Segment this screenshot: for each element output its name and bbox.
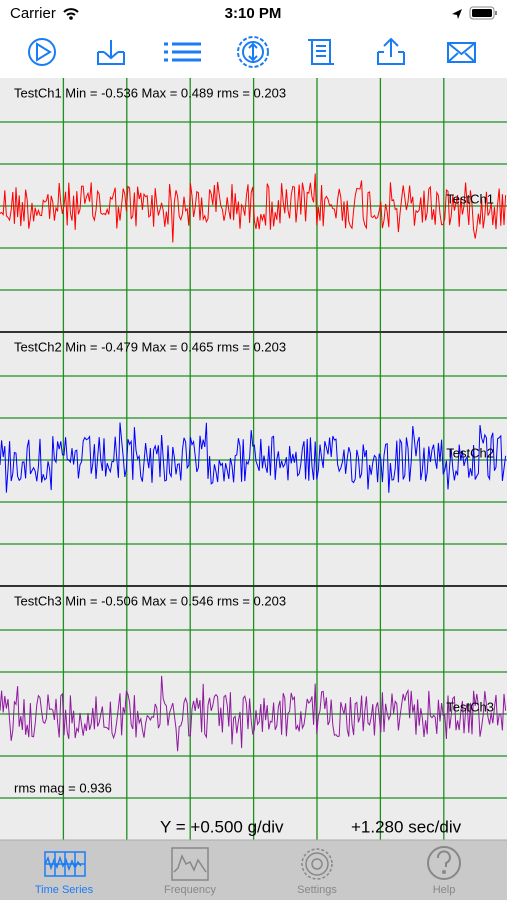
carrier: Carrier — [10, 5, 56, 22]
status-bar — [0, 0, 507, 28]
channel-stats: TestCh2 Min = -0.479 Max = 0.465 rms = 0… — [14, 339, 286, 354]
mail-button[interactable] — [447, 42, 476, 63]
tab-icons — [44, 846, 461, 881]
battery-tip — [495, 11, 497, 15]
clock: 3:10 PM — [225, 5, 282, 22]
waveform — [0, 173, 507, 243]
y-scale: Y = +0.500 g/div — [160, 817, 284, 836]
x-scale: +1.280 sec/div — [351, 817, 462, 836]
time-series-icon — [44, 851, 86, 877]
channel-labels: TestCh1 Min = -0.536 Max = 0.489 rms = 0… — [14, 85, 494, 714]
settings-button[interactable] — [237, 36, 269, 68]
waveforms — [0, 173, 507, 752]
channel-name: TestCh2 — [446, 445, 494, 460]
waveform — [0, 675, 507, 752]
help-icon — [427, 846, 461, 880]
list-button[interactable] — [164, 42, 201, 62]
channel-name: TestCh3 — [446, 699, 494, 714]
channel-name: TestCh1 — [446, 191, 494, 206]
battery-level — [472, 9, 492, 17]
frequency-icon — [171, 847, 209, 881]
location-icon — [452, 9, 462, 19]
tab-label[interactable]: Help — [433, 884, 456, 896]
wifi-dot — [69, 16, 73, 20]
import-button[interactable] — [97, 40, 125, 65]
rms-mag: rms mag = 0.936 — [14, 780, 112, 795]
export-button[interactable] — [377, 37, 405, 65]
channel-stats: TestCh1 Min = -0.536 Max = 0.489 rms = 0… — [14, 85, 286, 100]
tab-label[interactable]: Settings — [297, 884, 337, 896]
tab-label[interactable]: Time Series — [35, 884, 94, 896]
channel-stats: TestCh3 Min = -0.506 Max = 0.546 rms = 0… — [14, 593, 286, 608]
tabs: Time Series Frequency Settings Help — [35, 884, 455, 896]
waveform — [0, 422, 507, 493]
log-button[interactable] — [308, 39, 334, 65]
battery — [469, 6, 495, 20]
toolbar — [28, 36, 476, 68]
wifi-icon — [63, 8, 79, 16]
play-button[interactable] — [28, 38, 56, 66]
tab-label[interactable]: Frequency — [164, 884, 216, 896]
settings-icon — [301, 848, 333, 880]
